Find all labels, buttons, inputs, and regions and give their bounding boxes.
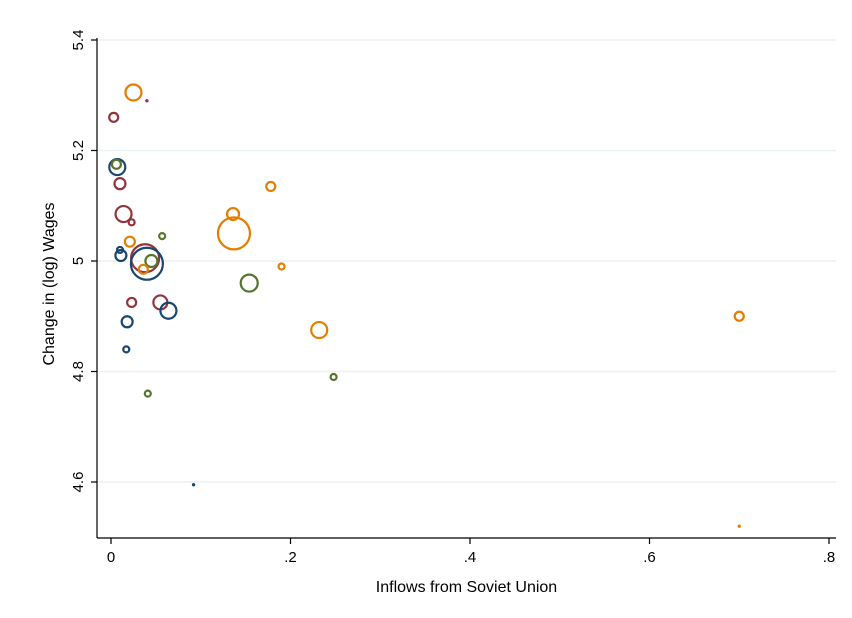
x-tick-label-4: .8: [823, 549, 836, 566]
data-point: [159, 301, 178, 320]
data-point: [158, 232, 167, 241]
axis-ticks: 0 .2 .4 .6 .8 4.6 4.8 5 5.2 5.4: [70, 30, 835, 566]
data-point: [114, 248, 128, 263]
y-tick-label-4: 5.4: [70, 30, 87, 51]
data-point: [144, 253, 159, 269]
data-point: [110, 158, 122, 170]
x-axis-title: Inflows from Soviet Union: [376, 579, 557, 596]
data-point: [143, 389, 152, 398]
data-point: [124, 83, 143, 102]
x-tick-label-1: .2: [284, 549, 297, 566]
axes: [96, 38, 836, 539]
data-point: [123, 235, 136, 248]
data-point: [120, 315, 134, 329]
y-axis-title: Change in (log) Wages: [41, 202, 58, 365]
y-tick-label-0: 4.6: [70, 472, 87, 493]
data-point: [114, 204, 133, 224]
y-tick-label-2: 5: [70, 257, 87, 265]
data-point: [310, 320, 329, 340]
y-tick-label-3: 5.2: [70, 140, 87, 161]
data-point: [239, 273, 259, 293]
gridlines: [97, 39, 836, 483]
data-point: [191, 483, 196, 487]
data-point: [129, 246, 164, 281]
data-point: [733, 310, 745, 322]
x-tick-label-2: .4: [464, 549, 477, 566]
data-point: [127, 218, 136, 227]
data-point: [737, 524, 741, 528]
x-tick-label-0: 0: [107, 549, 115, 566]
data-point: [265, 180, 277, 193]
data-point: [137, 263, 149, 275]
data-point: [113, 177, 127, 191]
data-point: [108, 111, 120, 123]
data-point: [126, 296, 138, 309]
data-point: [225, 206, 241, 222]
data-point: [329, 372, 338, 382]
data-point: [216, 216, 252, 251]
data-point: [122, 345, 131, 354]
data-points: [108, 83, 745, 528]
x-tick-label-3: .6: [643, 549, 656, 566]
data-point: [145, 99, 149, 103]
y-tick-label-1: 4.8: [70, 361, 87, 382]
data-point: [277, 262, 286, 271]
